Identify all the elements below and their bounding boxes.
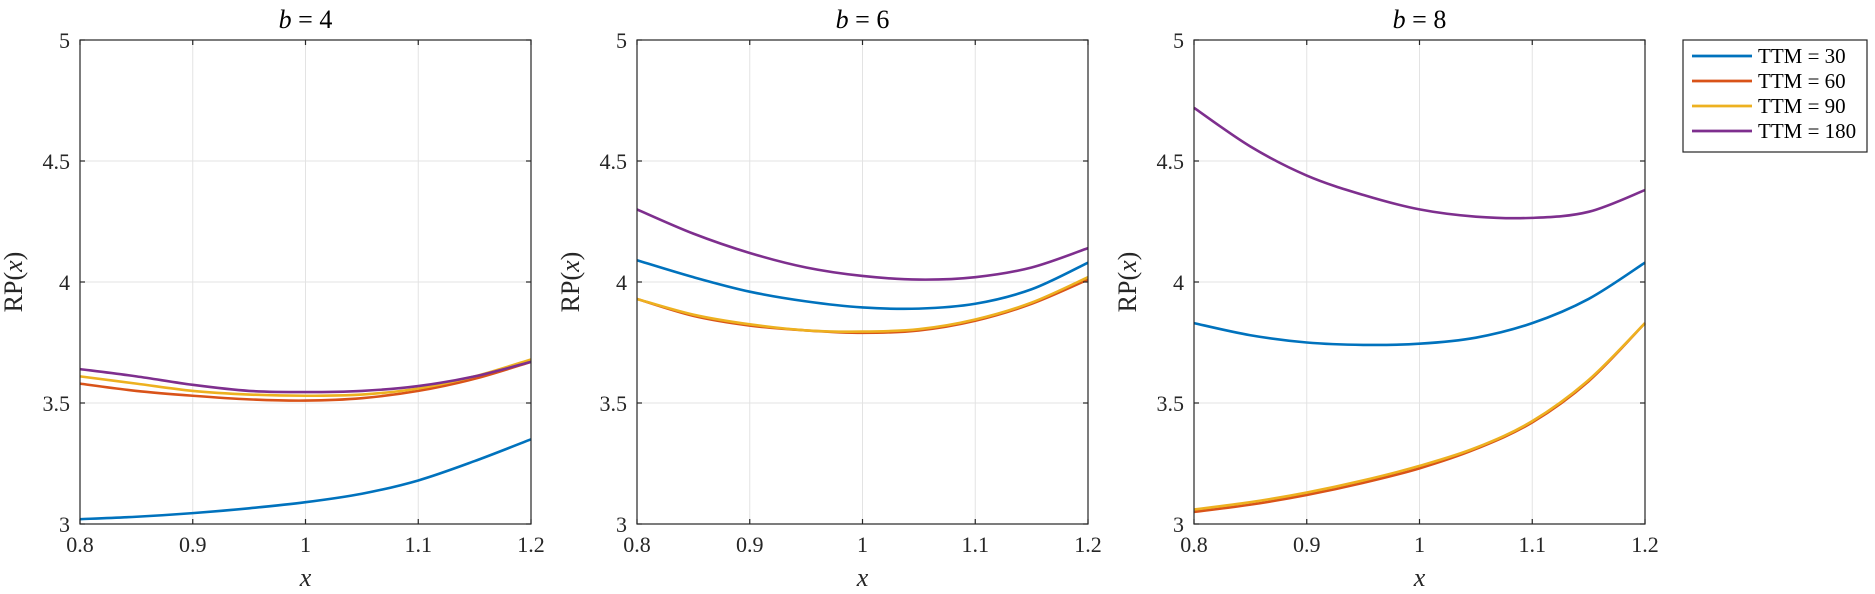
y-axis-label-prefix: RP( — [556, 272, 585, 312]
y-tick-label: 3.5 — [1157, 391, 1185, 416]
x-tick-label: 1 — [857, 532, 868, 557]
y-tick-label: 3 — [1173, 512, 1184, 537]
y-tick-label: 3.5 — [600, 391, 628, 416]
x-axis-label: x — [856, 563, 869, 592]
x-tick-label: 0.8 — [66, 532, 94, 557]
series-line-ttm-180 — [636, 208, 1089, 281]
y-axis-label-suffix: ) — [0, 252, 28, 261]
legend-entry: TTM = 90 — [1692, 94, 1846, 118]
legend-entry: TTM = 30 — [1692, 44, 1846, 68]
y-tick-label: 5 — [1173, 28, 1184, 53]
y-axis-label-var: x — [556, 260, 585, 273]
panel-title-value: = 8 — [1406, 5, 1447, 34]
x-tick-label: 1.1 — [1519, 532, 1547, 557]
y-tick-label: 4 — [59, 270, 70, 295]
y-tick-label: 3 — [616, 512, 627, 537]
series-lines — [1193, 106, 1646, 514]
y-tick-label: 3.5 — [43, 391, 71, 416]
y-axis-label-prefix: RP( — [1113, 272, 1142, 312]
y-tick-label: 3 — [59, 512, 70, 537]
y-axis-label-var: x — [0, 260, 28, 273]
x-tick-label: 1.1 — [962, 532, 990, 557]
x-axis-label: x — [1413, 563, 1426, 592]
panel-title-var: b — [279, 5, 292, 34]
y-tick-label: 4.5 — [1157, 149, 1185, 174]
series-lines — [636, 208, 1089, 335]
panel-title: b = 4 — [279, 5, 333, 34]
panel-title-value: = 6 — [849, 5, 890, 34]
y-tick-label: 4.5 — [600, 149, 628, 174]
x-tick-label: 1.2 — [1631, 532, 1659, 557]
y-tick-label: 4 — [616, 270, 627, 295]
legend-label: TTM = 90 — [1758, 94, 1846, 118]
legend-label: TTM = 60 — [1758, 69, 1846, 93]
x-tick-label: 0.9 — [1293, 532, 1321, 557]
x-tick-label: 1.1 — [405, 532, 433, 557]
series-line-ttm-30 — [1193, 261, 1646, 347]
series-line-ttm-180 — [79, 360, 532, 394]
y-axis-label: RP(x) — [0, 252, 28, 313]
y-axis-label-var: x — [1113, 260, 1142, 273]
series-line-ttm-30 — [636, 258, 1089, 311]
x-tick-label: 1.2 — [1074, 532, 1102, 557]
x-tick-label: 1 — [300, 532, 311, 557]
y-tick-label: 5 — [616, 28, 627, 53]
y-axis-label-suffix: ) — [556, 252, 585, 261]
y-axis-label: RP(x) — [1113, 252, 1142, 313]
x-tick-label: 0.8 — [623, 532, 651, 557]
series-line-ttm-30 — [79, 438, 532, 521]
legend-label: TTM = 30 — [1758, 44, 1846, 68]
y-tick-label: 4.5 — [43, 149, 71, 174]
x-tick-label: 0.9 — [179, 532, 207, 557]
panel-title-var: b — [1393, 5, 1406, 34]
legend-entry: TTM = 60 — [1692, 69, 1846, 93]
panel-title-value: = 4 — [292, 5, 333, 34]
y-tick-label: 4 — [1173, 270, 1184, 295]
panel-title-var: b — [836, 5, 849, 34]
legend-entry: TTM = 180 — [1692, 119, 1856, 143]
legend-box — [1682, 39, 1868, 153]
y-axis-label-suffix: ) — [1113, 252, 1142, 261]
x-tick-label: 1 — [1414, 532, 1425, 557]
panel-title: b = 6 — [836, 5, 890, 34]
x-tick-label: 0.9 — [736, 532, 764, 557]
ticks: 0.8 0.9 1 1.1 1.2 3 3.5 4 4.5 5 — [1157, 28, 1659, 557]
x-tick-label: 1.2 — [517, 532, 545, 557]
x-axis-label: x — [299, 563, 312, 592]
legend-label: TTM = 180 — [1758, 119, 1856, 143]
ticks: 0.8 0.9 1 1.1 1.2 3 3.5 4 4.5 5 — [43, 28, 545, 557]
series-line-ttm-180 — [1193, 106, 1646, 220]
series-line-ttm-90 — [1193, 322, 1646, 511]
y-axis-label: RP(x) — [556, 252, 585, 313]
x-tick-label: 0.8 — [1180, 532, 1208, 557]
y-tick-label: 5 — [59, 28, 70, 53]
ticks: 0.8 0.9 1 1.1 1.2 3 3.5 4 4.5 5 — [600, 28, 1102, 557]
y-axis-label-prefix: RP( — [0, 272, 28, 312]
panel-title: b = 8 — [1393, 5, 1447, 34]
series-line-ttm-90 — [636, 275, 1089, 333]
series-lines — [79, 358, 532, 521]
series-line-ttm-60 — [79, 360, 532, 402]
